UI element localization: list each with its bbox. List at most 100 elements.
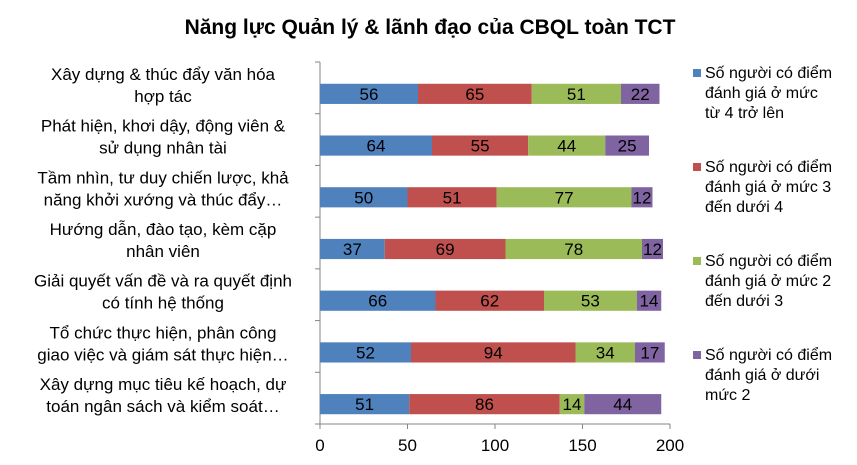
data-label: 86 [475, 395, 494, 414]
bar-segment [544, 290, 637, 311]
category-label-line: có tính hệ thống [102, 294, 224, 313]
legend-entry-line: đến dưới 4 [705, 199, 783, 216]
bar-segment [320, 135, 432, 156]
bar-segment [411, 342, 576, 363]
bar-segment [320, 238, 385, 260]
legend-entry-label: Số người có điểm đánh giá ở mức 2 đến dưới… [705, 252, 832, 310]
bar-segment [409, 394, 560, 415]
data-label: 62 [480, 292, 499, 311]
data-label: 12 [643, 240, 662, 259]
bar-segment [320, 290, 436, 311]
category-label: Hướng dẫn, đào tạo, kèm cặp nhân viên [50, 220, 277, 261]
data-label: 66 [368, 292, 387, 311]
category-label-line: sử dụng nhân tài [99, 139, 227, 158]
legend-entry-label: Số người có điểm đánh giá ở dưới mức 2 [705, 346, 832, 404]
bar-segment [584, 394, 662, 415]
legend-swatch [693, 163, 701, 171]
bar-segment [505, 238, 642, 260]
legend-entry-label: Số người có điểm đánh giá ở mức từ 4 trở l… [705, 64, 832, 122]
x-tick-label: 100 [481, 436, 509, 455]
bar-segment [320, 187, 408, 208]
bar-segment [320, 83, 418, 104]
bar-segment [575, 342, 635, 363]
bar-segment [631, 187, 653, 208]
category-label: Phát hiện, khơi dậy, động viên & sử dụng … [41, 117, 286, 158]
data-label: 64 [367, 137, 386, 156]
data-label: 22 [631, 85, 650, 104]
data-label: 14 [563, 395, 582, 414]
data-label: 25 [618, 137, 637, 156]
data-label: 56 [360, 85, 379, 104]
category-label-line: Xây dựng mục tiêu kế hoạch, dự [40, 375, 287, 394]
bar-segment [531, 83, 621, 104]
data-label: 50 [354, 188, 373, 207]
data-label: 55 [471, 137, 490, 156]
data-label: 17 [640, 343, 659, 362]
category-label-line: năng khởi xướng và thúc đẩy… [44, 190, 283, 209]
category-label: Xây dựng & thúc đẩy văn hóa hợp tác [51, 65, 276, 106]
legend-entry-line: Số người có điểm [705, 64, 832, 82]
legend: Số người có điểm đánh giá ở mức từ 4 trở l… [693, 64, 832, 404]
category-label-line: hợp tác [134, 87, 192, 106]
legend-entry-label: Số người có điểm đánh giá ở mức 3 đến dưới… [705, 158, 832, 216]
legend-entry-line: mức 2 [705, 387, 750, 404]
data-label: 14 [640, 292, 659, 311]
data-label: 37 [343, 240, 362, 259]
data-label: 94 [484, 343, 503, 362]
legend-swatch [693, 257, 701, 265]
data-label: 78 [564, 240, 583, 259]
bar-segment [496, 187, 632, 208]
bar-segment [418, 83, 532, 104]
bar-segment [435, 290, 544, 311]
x-tick-label: 200 [656, 436, 684, 455]
bar-segment [559, 394, 585, 415]
category-label-line: Tầm nhìn, tư duy chiến lược, khả [37, 168, 289, 187]
bar-segment [407, 187, 497, 208]
legend-entry-line: Số người có điểm [705, 158, 832, 176]
chart-title: Năng lực Quản lý & lãnh đạo của CBQL toà… [185, 16, 676, 39]
data-label: 69 [436, 240, 455, 259]
data-label: 12 [633, 188, 652, 207]
data-label: 34 [596, 343, 615, 362]
data-label: 52 [356, 343, 375, 362]
bar-segment [605, 135, 649, 156]
legend-swatch [693, 69, 701, 77]
data-label: 44 [613, 395, 632, 414]
legend-entry-line: đánh giá ở dưới [705, 367, 819, 384]
category-label-line: Tổ chức thực hiện, phân công [50, 323, 277, 342]
bar-segment [621, 83, 660, 104]
category-label-line: Hướng dẫn, đào tạo, kèm cặp [50, 220, 277, 239]
legend-swatch [693, 351, 701, 359]
data-label: 51 [355, 395, 374, 414]
data-label: 53 [581, 292, 600, 311]
bar-segment [320, 394, 410, 415]
plot-area: 0 50 100 150 200 Xây dựng & thúc đẩy văn hóa h… [34, 61, 684, 455]
category-label: Xây dựng mục tiêu kế hoạch, dự toán ngân … [40, 375, 287, 416]
x-tick-label: 150 [568, 436, 596, 455]
bar-segment [528, 135, 606, 156]
bar-segment [642, 238, 663, 260]
category-label-line: giao việc và giám sát thực hiện… [37, 345, 288, 364]
category-label: Giải quyết vấn đề và ra quyết định có tín… [34, 272, 292, 313]
x-tick-label: 50 [398, 436, 417, 455]
bar-segment [636, 290, 662, 311]
bar-segment [384, 238, 506, 260]
legend-entry-line: Số người có điểm [705, 346, 832, 364]
legend-entry-line: đánh giá ở mức 3 [705, 179, 831, 196]
legend-entry-line: đánh giá ở mức [705, 85, 818, 102]
category-label-line: Phát hiện, khơi dậy, động viên & [41, 117, 286, 136]
bar-segment [635, 342, 665, 363]
x-tick-label: 0 [315, 436, 324, 455]
data-label: 51 [567, 85, 586, 104]
data-label: 44 [557, 137, 576, 156]
legend-entry-line: Số người có điểm [705, 252, 832, 270]
data-label: 77 [555, 188, 574, 207]
legend-entry-line: đến dưới 3 [705, 293, 783, 310]
bar-segment [320, 342, 411, 363]
legend-entry-line: đánh giá ở mức 2 [705, 273, 831, 290]
data-label: 51 [443, 188, 462, 207]
legend-entry-line: từ 4 trở lên [705, 105, 784, 122]
category-label: Tổ chức thực hiện, phân công giao việc và… [37, 323, 288, 364]
